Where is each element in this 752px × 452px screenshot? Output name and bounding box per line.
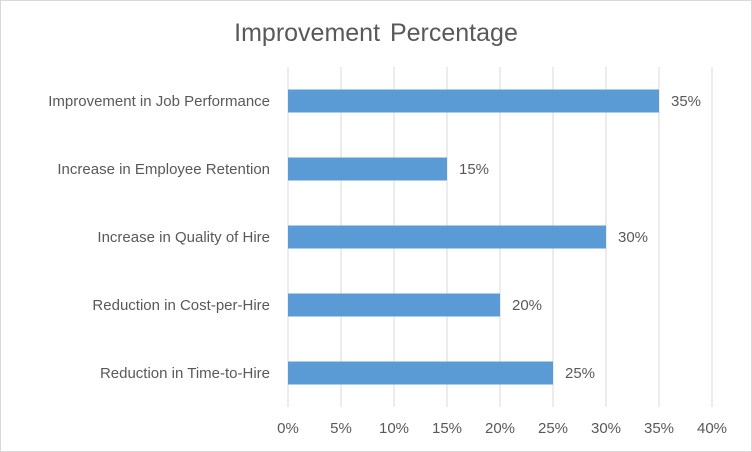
x-tick-label: 25% [538, 420, 568, 437]
x-tick-label: 0% [277, 420, 299, 437]
bar [288, 225, 606, 249]
data-label: 30% [618, 229, 648, 246]
x-tick-label: 35% [644, 420, 674, 437]
data-label: 25% [565, 365, 595, 382]
bar [288, 157, 447, 181]
x-tick-label: 10% [379, 420, 409, 437]
x-tick-label: 40% [697, 420, 727, 437]
bar [288, 89, 659, 113]
bars [288, 89, 659, 385]
bar [288, 293, 500, 317]
data-label: 15% [459, 161, 489, 178]
data-label: 35% [671, 93, 701, 110]
category-label: Reduction in Time-to-Hire [100, 365, 270, 382]
category-label: Increase in Quality of Hire [97, 229, 270, 246]
chart-title: Improvement Percentage [234, 19, 518, 47]
x-tick-label: 20% [485, 420, 515, 437]
x-tick-label: 30% [591, 420, 621, 437]
data-label: 20% [512, 297, 542, 314]
labels: 0% 5% 10% 15% 20% 25% 30% 35% 40% Improvement in … [48, 93, 727, 437]
x-tick-label: 15% [432, 420, 462, 437]
x-tick-label: 5% [330, 420, 352, 437]
bar [288, 361, 553, 385]
category-label: Improvement in Job Performance [48, 93, 270, 110]
category-label: Increase in Employee Retention [57, 161, 270, 178]
category-label: Reduction in Cost-per-Hire [92, 297, 270, 314]
